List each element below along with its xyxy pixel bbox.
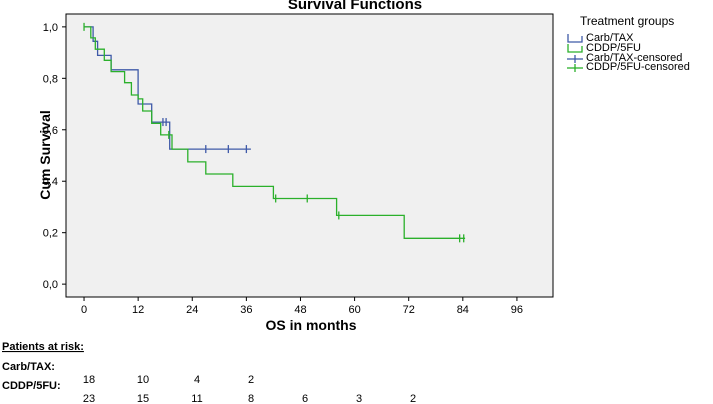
risk-value: 3: [356, 393, 362, 404]
legend-swatch-cddp-5fu: [567, 44, 583, 53]
y-tick-label: 0,4: [43, 176, 58, 188]
y-tick-label: 0,8: [43, 73, 58, 85]
x-tick-label: 36: [240, 304, 252, 316]
x-tick-label: 0: [81, 304, 87, 316]
risk-value: 15: [137, 393, 149, 404]
x-tick-label: 96: [511, 304, 523, 316]
chart-title: Survival Functions: [288, 0, 422, 13]
x-tick-label: 24: [186, 304, 198, 316]
legend-swatch-carb-tax: [567, 34, 583, 43]
legend-item-carb-tax: Carb/TAX: [567, 32, 634, 44]
x-tick-label: 72: [403, 304, 415, 316]
risk-value: 23: [83, 393, 95, 404]
legend: Treatment groups Carb/TAX CDDP/5FU Carb/…: [567, 14, 690, 73]
plot-area: [65, 13, 554, 298]
risk-value: 6: [302, 393, 308, 404]
legend-item-cddp-5fu: CDDP/5FU: [567, 42, 641, 54]
series-line-cddp-5fu: [84, 26, 466, 239]
legend-label-cddp-5fu: CDDP/5FU: [586, 42, 641, 54]
legend-item-cddp-5fu-censored: CDDP/5FU-censored: [567, 61, 690, 73]
risk-value: 8: [248, 393, 254, 404]
y-axis-label: Cum Survival: [37, 110, 53, 199]
x-axis-label: OS in months: [266, 317, 357, 333]
risk-row-label-cddp-5fu: CDDP/5FU:: [2, 380, 61, 392]
series-layer: [83, 22, 466, 243]
x-tick-label: 84: [457, 304, 469, 316]
legend-label-carb-tax: Carb/TAX: [586, 32, 634, 44]
risk-row-cddp-5fu: 23 15 11 8 6 3 2: [83, 393, 416, 404]
y-tick-label: 0,2: [43, 228, 58, 240]
risk-value: 2: [410, 393, 416, 404]
risk-value: 11: [191, 393, 202, 404]
risk-value: 18: [83, 374, 95, 386]
legend-label-cddp-5fu-censored: CDDP/5FU-censored: [586, 61, 690, 73]
legend-item-carb-tax-censored: Carb/TAX-censored: [567, 52, 682, 64]
risk-row-carb-tax: 18 10 4 2: [83, 374, 254, 386]
x-tick-label: 60: [348, 304, 360, 316]
x-tick-label: 48: [294, 304, 306, 316]
risk-table-heading: Patients at risk:: [2, 341, 84, 353]
risk-row-label-carb-tax: Carb/TAX:: [2, 361, 55, 373]
risk-table: Patients at risk: Carb/TAX: 18 10 4 2 CDDP/…: [2, 341, 416, 404]
y-tick-label: 0,6: [43, 125, 58, 137]
x-axis-ticks: 0 12 24 36 48 60 72 84 96: [81, 297, 523, 316]
x-tick-label: 12: [132, 304, 144, 316]
y-axis-ticks: 0,0 0,2 0,4 0,6 0,8 1,0: [43, 22, 66, 291]
risk-value: 10: [137, 374, 149, 386]
risk-value: 4: [194, 374, 200, 386]
legend-title: Treatment groups: [580, 14, 674, 28]
risk-value: 2: [248, 374, 254, 386]
legend-label-carb-tax-censored: Carb/TAX-censored: [586, 52, 682, 64]
y-tick-label: 0,0: [43, 279, 58, 291]
y-tick-label: 1,0: [43, 22, 58, 34]
